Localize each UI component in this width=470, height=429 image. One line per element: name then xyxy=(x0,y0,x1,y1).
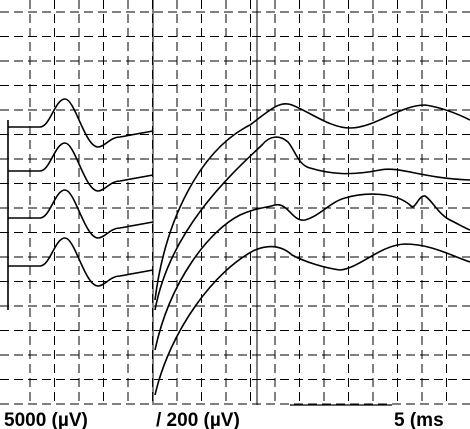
trace xyxy=(8,189,154,239)
grid xyxy=(0,0,470,405)
right-sensitivity: / 200 (µV) xyxy=(156,410,240,429)
trace xyxy=(8,237,154,287)
trace xyxy=(154,243,470,396)
time-scale: 5 (ms xyxy=(394,410,444,429)
trace xyxy=(154,193,470,351)
trace xyxy=(154,136,470,311)
right-traces xyxy=(154,103,470,396)
left-sensitivity: 5000 (µV) xyxy=(4,410,88,429)
trace xyxy=(154,103,470,301)
trace xyxy=(8,142,154,192)
trace xyxy=(8,98,154,148)
left-traces xyxy=(7,98,154,310)
